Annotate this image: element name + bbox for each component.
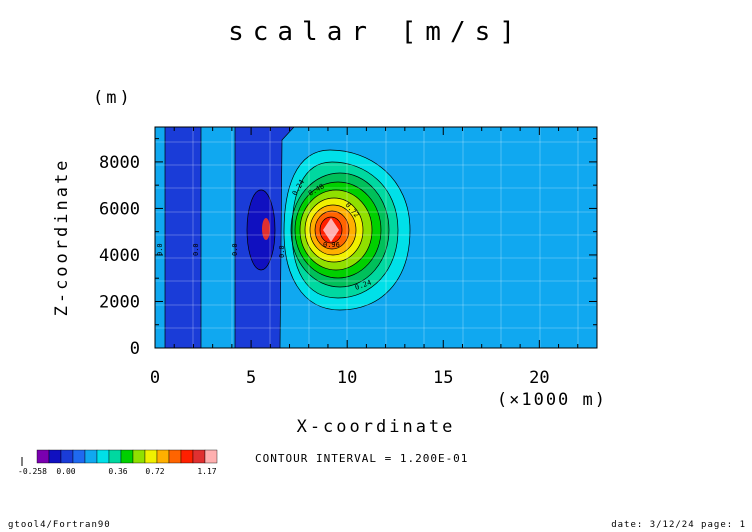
colorbar-swatch xyxy=(108,449,122,464)
colorbar-swatch xyxy=(84,449,98,464)
contour-label: 0.0 xyxy=(231,243,239,256)
colorbar-swatch xyxy=(48,449,62,464)
contour-label: 0.96 xyxy=(323,241,340,249)
colorbar-swatch xyxy=(60,449,74,464)
colorbar-swatch xyxy=(180,449,194,464)
x-tick-label: 15 xyxy=(433,368,453,388)
contour-line xyxy=(304,197,364,263)
colorbar-label: 0.00 xyxy=(56,467,75,476)
y-axis-label: Z-coordinate xyxy=(52,158,72,317)
x-tick-label: 20 xyxy=(529,368,549,388)
contour-line xyxy=(299,189,373,271)
footer-left: gtool4/Fortran90 xyxy=(8,520,111,530)
positive-peak xyxy=(284,150,410,310)
contour-line xyxy=(309,204,357,256)
colorbar-swatch xyxy=(120,449,134,464)
y-tick-label: 0 xyxy=(130,339,140,359)
y-unit-label: (m) xyxy=(93,88,133,108)
colorbar-swatch xyxy=(144,449,158,464)
contour-line xyxy=(246,189,276,271)
contour-label: 0.0 xyxy=(156,243,164,256)
y-tick-label: 8000 xyxy=(99,153,140,173)
x-tick-label: 5 xyxy=(246,368,256,388)
x-unit-label: (×1000 m) xyxy=(497,390,607,410)
contour-line xyxy=(283,149,411,311)
colorbar-swatch xyxy=(36,449,50,464)
x-tick-label: 10 xyxy=(337,368,357,388)
negative-core xyxy=(262,218,270,240)
x-axis-label: X-coordinate xyxy=(297,417,456,437)
colorbar xyxy=(21,449,218,466)
colorbar-label: 0.72 xyxy=(145,467,164,476)
plot-area: 0.24 0.48 0.72 0.96 0.24 0.0 0.0 0.0 0.0 xyxy=(155,127,597,348)
contour-lines xyxy=(164,127,411,348)
y-tick-label: 4000 xyxy=(99,246,140,266)
y-axis: 0 2000 4000 6000 8000 xyxy=(99,138,597,359)
colorbar-swatch xyxy=(72,449,86,464)
contour-line xyxy=(314,210,350,250)
contour-label: 0.0 xyxy=(192,243,200,256)
colorbar-swatch xyxy=(96,449,110,464)
contour-interval: CONTOUR INTERVAL = 1.200E-01 xyxy=(255,452,468,465)
y-tick-label: 6000 xyxy=(99,199,140,219)
chart-title: scalar [m/s] xyxy=(228,17,524,47)
x-axis: 0 5 10 15 20 xyxy=(150,127,598,388)
contour-fill-max xyxy=(323,218,339,242)
colorbar-label-max: 1.17 xyxy=(197,467,216,476)
colorbar-label-min: -0.258 xyxy=(18,467,47,476)
contour-label: 0.0 xyxy=(278,245,286,258)
colorbar-swatch xyxy=(192,449,206,464)
band-left xyxy=(165,127,201,348)
y-tick-label: 2000 xyxy=(99,292,140,312)
colorbar-swatch xyxy=(156,449,170,464)
colorbar-labels: -0.258 0.00 0.36 0.72 1.17 xyxy=(18,467,217,476)
contour-line xyxy=(294,181,382,279)
contour-line xyxy=(290,172,390,288)
footer-right: date: 3/12/24 page: 1 xyxy=(611,520,746,530)
contour-line xyxy=(279,127,295,348)
colorbar-swatch xyxy=(204,449,218,464)
colorbar-swatch xyxy=(168,449,182,464)
plot-frame xyxy=(154,126,598,349)
colorbar-label: 0.36 xyxy=(108,467,127,476)
contour-line xyxy=(319,216,343,244)
grid-lines xyxy=(155,127,597,348)
negative-blob xyxy=(247,190,275,270)
x-tick-label: 0 xyxy=(150,368,160,388)
contour-line xyxy=(291,161,399,299)
colorbar-swatch xyxy=(132,449,146,464)
